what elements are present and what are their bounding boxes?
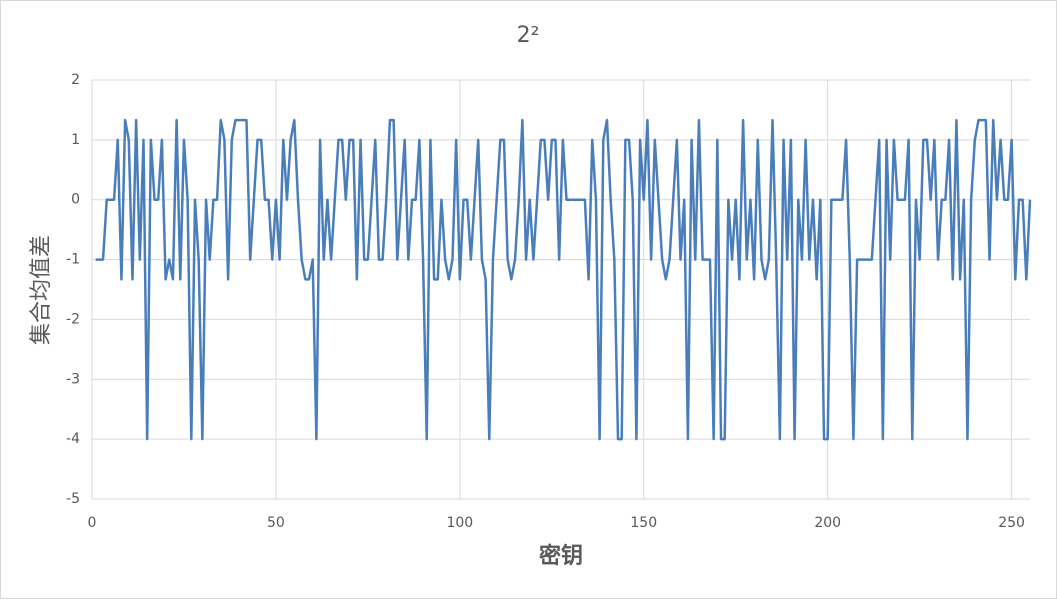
x-tick-label: 200 — [814, 515, 841, 531]
y-tick-label: -2 — [66, 311, 80, 327]
chart-title: 2² — [517, 23, 540, 48]
data-line — [95, 118, 1032, 441]
y-tick-label: -4 — [66, 431, 80, 447]
x-tick-label: 100 — [446, 515, 473, 531]
y-tick-label: -5 — [66, 491, 80, 507]
y-tick-label: 0 — [71, 192, 80, 208]
y-tick-label: -1 — [66, 252, 80, 268]
y-tick-label: 1 — [71, 132, 80, 148]
x-tick-label: 250 — [998, 515, 1025, 531]
y-axis-label: 集合均值差 — [29, 235, 54, 345]
y-tick-label: -3 — [66, 371, 80, 387]
x-tick-label: 150 — [630, 515, 657, 531]
x-tick-label: 50 — [267, 515, 285, 531]
x-axis-label: 密钥 — [539, 543, 583, 569]
x-tick-label: 0 — [88, 515, 97, 531]
y-tick-label: 2 — [71, 72, 80, 88]
